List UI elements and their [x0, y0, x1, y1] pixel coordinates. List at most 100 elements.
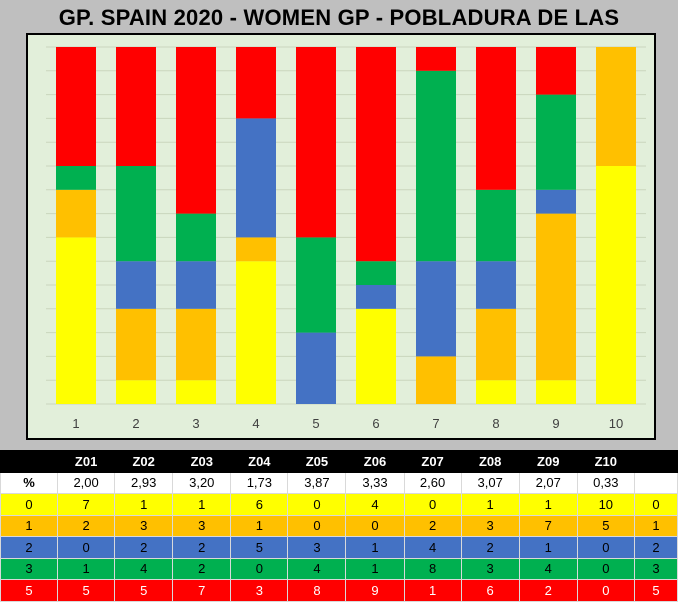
value-cell: 2 — [57, 514, 116, 537]
row-label-cell: 3 — [0, 557, 59, 580]
value-cell: 2 — [460, 536, 520, 559]
bar-segment-2-2 — [116, 261, 156, 309]
value-cell: 1 — [518, 536, 578, 559]
value-cell: 0 — [576, 557, 635, 580]
bar-segment-7-3 — [416, 70, 456, 262]
value-cell: 0 — [230, 557, 289, 580]
bar-segment-8-0 — [476, 380, 516, 404]
bar-segment-3-5 — [176, 47, 216, 214]
bar-segment-6-3 — [356, 261, 396, 285]
bar-segment-5-2 — [296, 332, 336, 404]
table-header-row: Z01 Z02 Z03 Z04 Z05 Z06 Z07 Z08 Z09 Z10 — [0, 450, 678, 473]
bar-segment-8-2 — [476, 261, 516, 309]
value-cell: 0 — [287, 493, 347, 516]
header-cell: Z04 — [230, 450, 289, 473]
value-cell: 7 — [172, 579, 232, 602]
bar-segment-1-1 — [56, 189, 96, 238]
row-end-cell: 5 — [633, 579, 678, 602]
value-cell: 1 — [345, 557, 405, 580]
bar-segment-6-5 — [356, 47, 396, 262]
row-label-cell: 1 — [0, 514, 59, 537]
value-cell: 0 — [576, 579, 635, 602]
value-cell: 5 — [230, 536, 289, 559]
x-tick-label: 5 — [312, 416, 319, 431]
bar-segment-4-2 — [236, 118, 276, 238]
bar-segment-8-1 — [476, 308, 516, 381]
value-cell: 1 — [518, 493, 578, 516]
bar-segment-3-3 — [176, 213, 216, 262]
x-tick-label: 1 — [72, 416, 79, 431]
bar-segment-7-1 — [416, 356, 456, 404]
header-cell — [633, 450, 678, 473]
value-cell: 1 — [57, 557, 116, 580]
pct-cell: 2,00 — [57, 471, 116, 494]
row-label-cell: 2 — [0, 536, 59, 559]
value-cell: 1 — [345, 536, 405, 559]
bar-segment-1-5 — [56, 47, 96, 166]
value-cell: 1 — [403, 579, 462, 602]
value-cell: 9 — [345, 579, 405, 602]
pct-cell: 2,60 — [403, 471, 462, 494]
bar-segment-9-2 — [536, 189, 576, 214]
value-cell: 6 — [460, 579, 520, 602]
row-end-cell: 0 — [633, 493, 678, 516]
value-cell: 2 — [518, 579, 578, 602]
value-cell: 3 — [460, 557, 520, 580]
bar-segment-2-0 — [116, 380, 156, 404]
header-cell: Z07 — [403, 450, 462, 473]
value-cell: 0 — [576, 536, 635, 559]
data-table: Z01 Z02 Z03 Z04 Z05 Z06 Z07 Z08 Z09 Z10% 2,00 2,93 3… — [0, 450, 678, 602]
value-cell: 1 — [172, 493, 232, 516]
row-end-cell: 2 — [633, 536, 678, 559]
pct-cell: 0,33 — [576, 471, 635, 494]
header-cell: Z08 — [460, 450, 520, 473]
value-cell: 4 — [287, 557, 347, 580]
value-cell: 4 — [403, 536, 462, 559]
value-cell: 7 — [518, 514, 578, 537]
bar-segment-9-3 — [536, 94, 576, 190]
value-cell: 5 — [114, 579, 174, 602]
row-end-cell: 1 — [633, 514, 678, 537]
header-cell: Z01 — [57, 450, 116, 473]
value-cell: 1 — [114, 493, 174, 516]
bar-segment-4-1 — [236, 237, 276, 262]
bar-segment-8-5 — [476, 47, 516, 190]
value-cell: 3 — [460, 514, 520, 537]
value-cell: 2 — [114, 536, 174, 559]
chart-area: 1 2 3 4 5 6 7 8 9 10 — [26, 33, 656, 440]
bar-segment-8-3 — [476, 189, 516, 262]
pct-cell — [633, 471, 678, 494]
value-cell: 2 — [172, 536, 232, 559]
value-cell: 3 — [230, 579, 289, 602]
pct-cell: 2,93 — [114, 471, 174, 494]
value-cell: 7 — [57, 493, 116, 516]
bar-segment-3-0 — [176, 380, 216, 404]
row-label-cell: 5 — [0, 579, 59, 602]
bar-segment-9-5 — [536, 47, 576, 95]
bar-segment-4-5 — [236, 47, 276, 119]
header-cell — [0, 450, 59, 473]
value-cell: 0 — [287, 514, 347, 537]
value-cell: 10 — [576, 493, 635, 516]
pct-cell: 3,87 — [287, 471, 347, 494]
pct-cell: % — [0, 471, 59, 494]
value-cell: 0 — [403, 493, 462, 516]
x-tick-label: 3 — [192, 416, 199, 431]
x-tick-label: 8 — [492, 416, 499, 431]
header-cell: Z03 — [172, 450, 232, 473]
value-cell: 1 — [460, 493, 520, 516]
bar-segment-9-0 — [536, 380, 576, 404]
pct-cell: 2,07 — [518, 471, 578, 494]
x-tick-label: 6 — [372, 416, 379, 431]
value-cell: 0 — [345, 514, 405, 537]
bar-segment-5-5 — [296, 47, 336, 238]
x-tick-label: 2 — [132, 416, 139, 431]
value-cell: 4 — [345, 493, 405, 516]
header-cell: Z05 — [287, 450, 347, 473]
header-cell: Z02 — [114, 450, 174, 473]
pct-cell: 1,73 — [230, 471, 289, 494]
x-tick-label: 7 — [432, 416, 439, 431]
